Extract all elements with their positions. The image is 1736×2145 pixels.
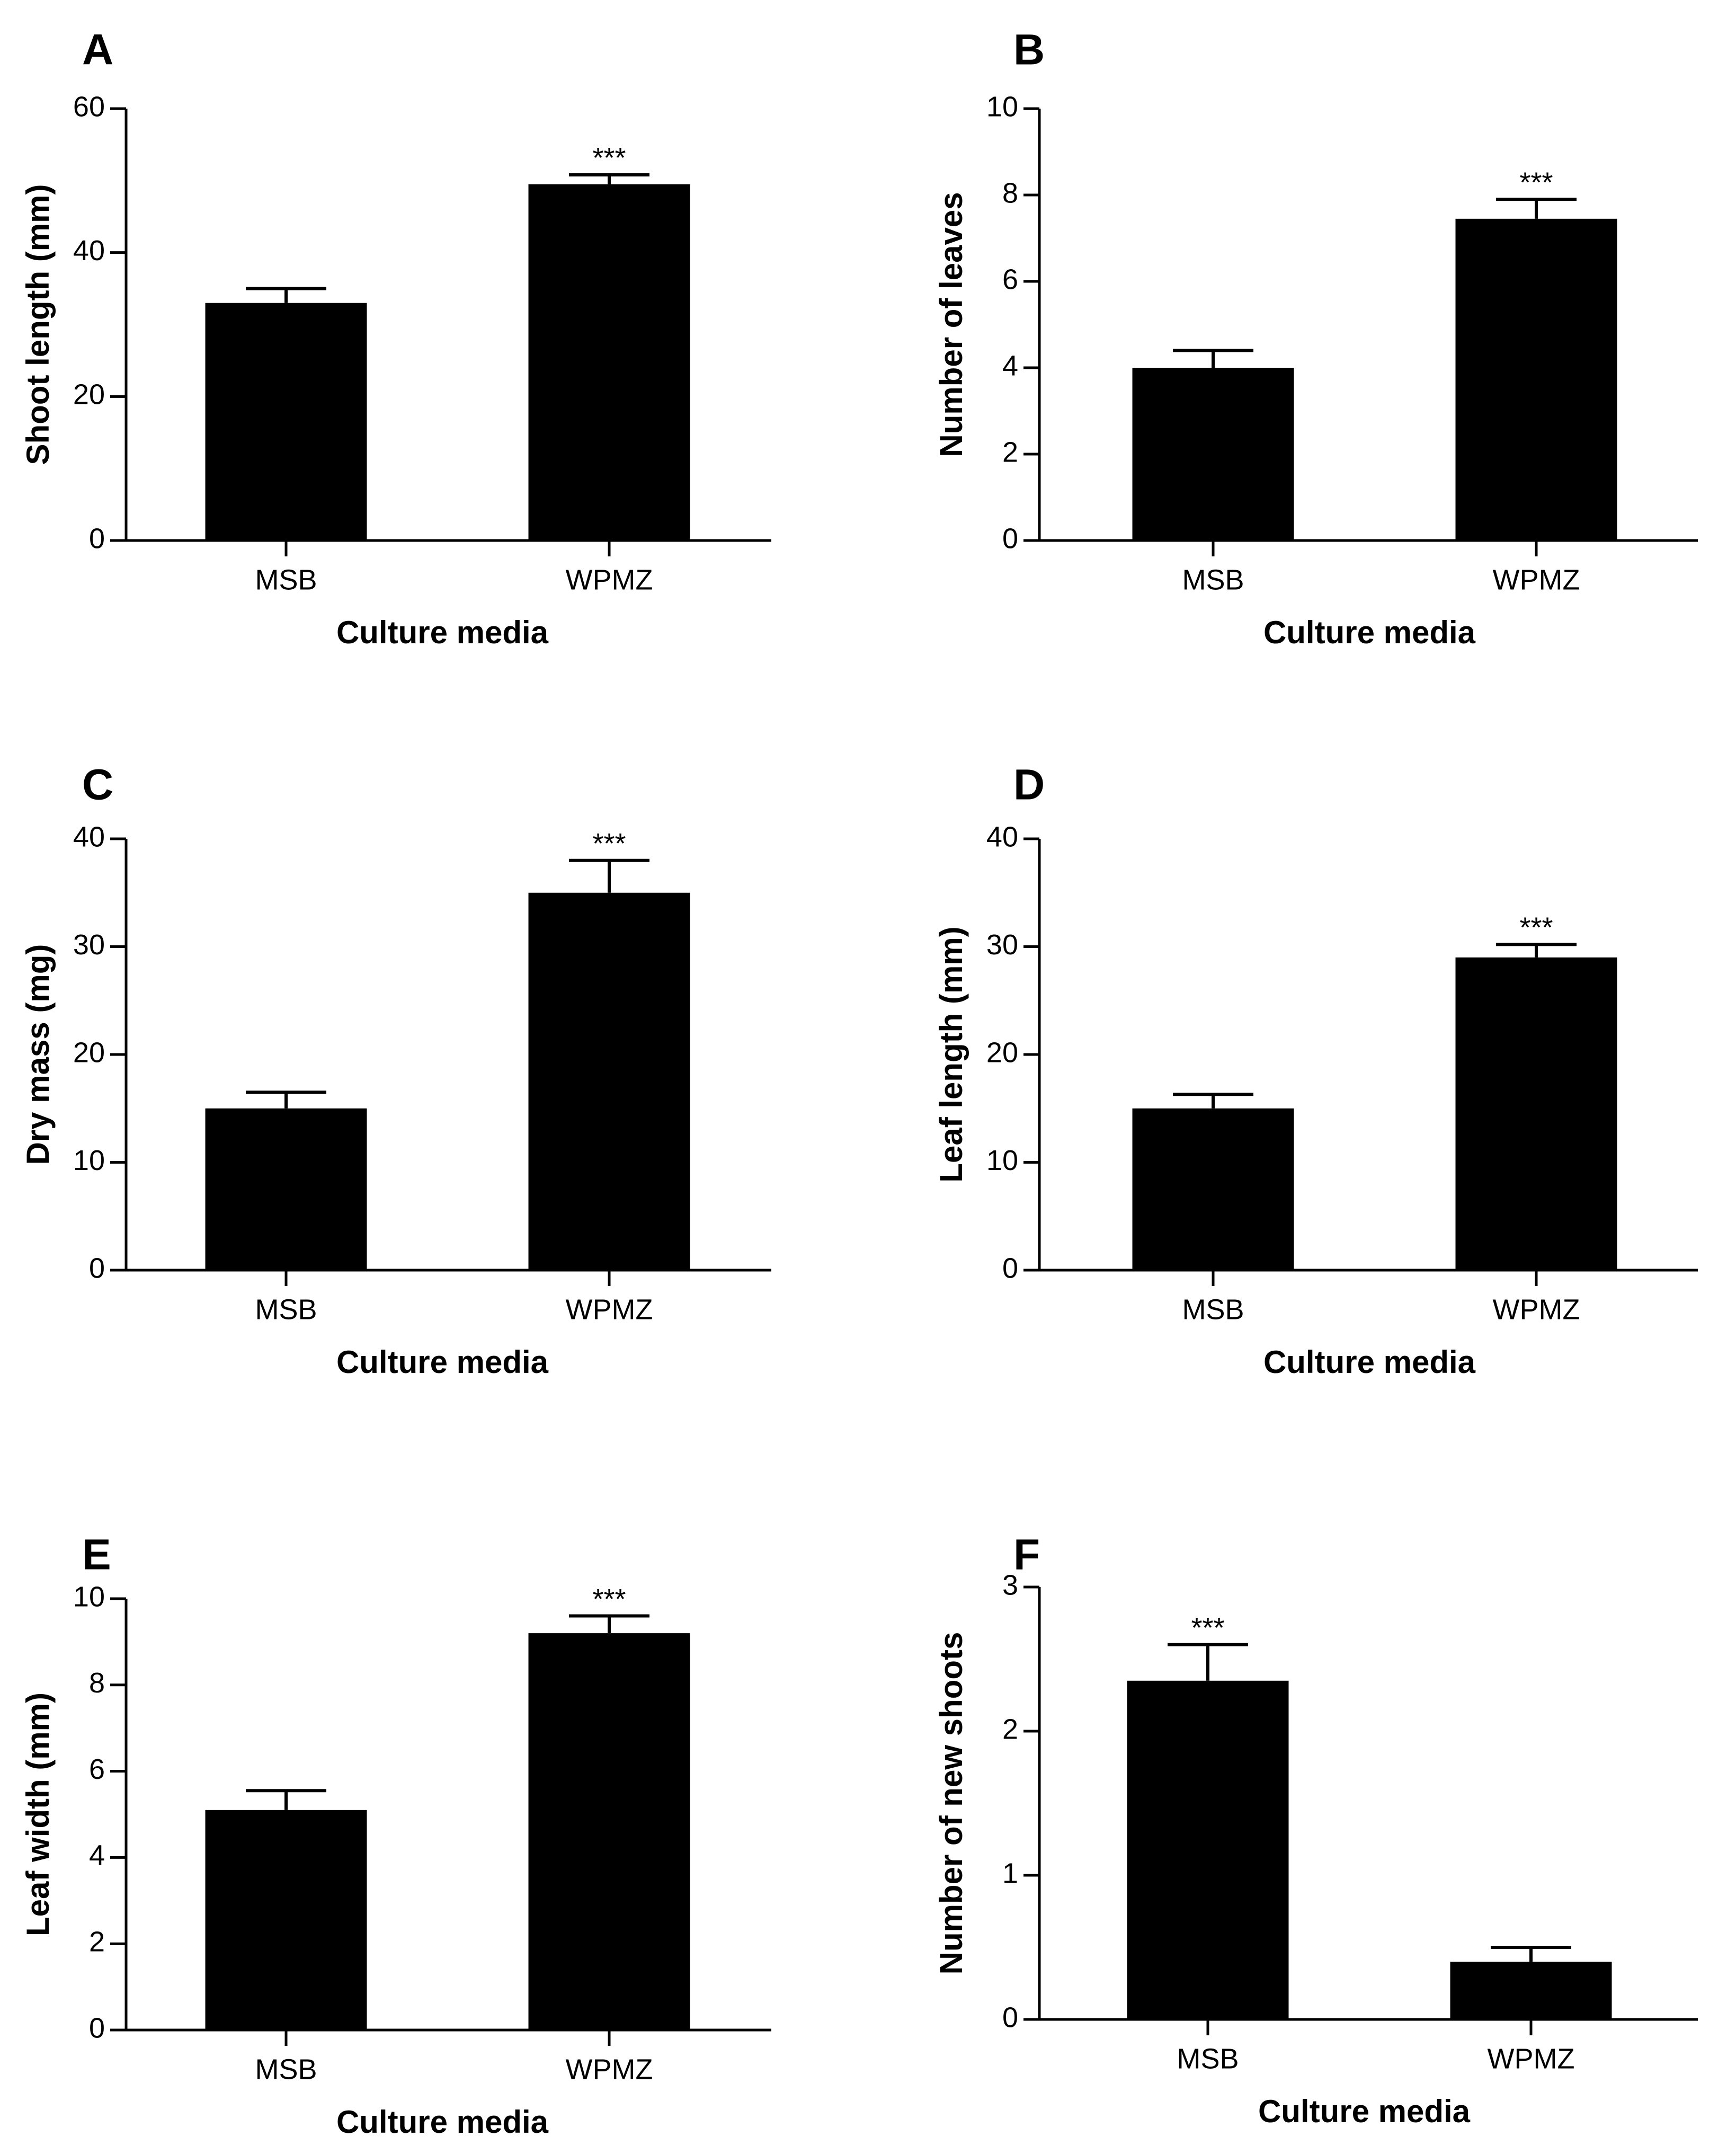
y-tick-label: 40 bbox=[73, 821, 105, 853]
x-axis-title: Culture media bbox=[336, 615, 549, 650]
x-axis-title: Culture media bbox=[336, 2104, 549, 2140]
y-tick-label: 10 bbox=[986, 91, 1018, 122]
y-tick-label: 0 bbox=[1002, 1252, 1018, 1284]
significance-label: *** bbox=[592, 1583, 626, 1615]
y-tick-label: 1 bbox=[1002, 1857, 1018, 1889]
y-tick-label: 4 bbox=[1002, 350, 1018, 382]
x-tick-label: MSB bbox=[255, 1293, 317, 1325]
bar bbox=[1132, 1108, 1294, 1270]
y-tick-label: 3 bbox=[1002, 1569, 1018, 1601]
bar bbox=[528, 892, 690, 1270]
bar bbox=[205, 303, 367, 540]
panel-letter: C bbox=[82, 761, 113, 809]
x-axis-title: Culture media bbox=[1263, 615, 1476, 650]
x-tick-label: MSB bbox=[1182, 564, 1244, 596]
bar bbox=[1127, 1680, 1289, 2019]
y-axis-title: Leaf width (mm) bbox=[20, 1692, 56, 1936]
chart-panel-f: F 0 1 2 3 MSB *** WPMZ Culture media Number of ne… bbox=[933, 1531, 1698, 2129]
significance-label: *** bbox=[1519, 166, 1553, 198]
panel-letter: B bbox=[1013, 26, 1045, 74]
x-tick-label: WPMZ bbox=[566, 564, 653, 596]
x-tick-label: MSB bbox=[1182, 1293, 1244, 1325]
y-tick-label: 10 bbox=[986, 1145, 1018, 1176]
x-tick-label: MSB bbox=[1177, 2043, 1239, 2075]
x-tick-label: WPMZ bbox=[566, 2053, 653, 2085]
chart-panel-b: B 0 2 4 6 8 10 MSB WPMZ *** Culture media Number of… bbox=[933, 26, 1698, 650]
x-tick-label: WPMZ bbox=[1493, 1293, 1580, 1325]
y-tick-label: 40 bbox=[986, 821, 1018, 853]
significance-label: *** bbox=[592, 142, 626, 174]
y-tick-label: 0 bbox=[89, 2012, 105, 2044]
x-tick-label: WPMZ bbox=[566, 1293, 653, 1325]
y-tick-label: 0 bbox=[1002, 522, 1018, 554]
bar bbox=[1455, 957, 1617, 1270]
y-tick-label: 10 bbox=[73, 1581, 105, 1612]
y-tick-label: 2 bbox=[1002, 436, 1018, 468]
x-tick-label: WPMZ bbox=[1488, 2043, 1575, 2075]
y-tick-label: 20 bbox=[73, 1036, 105, 1068]
panel-letter: F bbox=[1013, 1531, 1040, 1579]
y-tick-label: 4 bbox=[89, 1840, 105, 1872]
bar bbox=[1450, 1962, 1612, 2019]
bar bbox=[205, 1810, 367, 2030]
y-tick-label: 30 bbox=[73, 929, 105, 961]
y-tick-label: 30 bbox=[986, 929, 1018, 961]
y-axis-title: Leaf length (mm) bbox=[933, 926, 969, 1182]
y-axis-title: Dry mass (mg) bbox=[20, 944, 56, 1165]
y-tick-label: 0 bbox=[89, 1252, 105, 1284]
y-tick-label: 2 bbox=[89, 1926, 105, 1957]
x-tick-label: WPMZ bbox=[1493, 564, 1580, 596]
bar bbox=[1132, 368, 1294, 540]
x-axis-title: Culture media bbox=[1258, 2094, 1471, 2129]
y-tick-label: 60 bbox=[73, 91, 105, 122]
y-tick-label: 6 bbox=[89, 1753, 105, 1785]
y-tick-label: 40 bbox=[73, 235, 105, 267]
y-axis-title: Shoot length (mm) bbox=[20, 184, 56, 465]
y-tick-label: 8 bbox=[89, 1667, 105, 1699]
chart-panel-c: C 0 10 20 30 40 MSB WPMZ *** Culture media Dry mas… bbox=[20, 761, 771, 1380]
chart-panel-e: E 0 2 4 6 8 10 MSB WPMZ *** Culture media Leaf widt… bbox=[20, 1531, 771, 2140]
bar bbox=[205, 1108, 367, 1270]
significance-label: *** bbox=[592, 828, 626, 859]
x-axis-title: Culture media bbox=[336, 1344, 549, 1380]
x-axis-title: Culture media bbox=[1263, 1344, 1476, 1380]
y-tick-label: 2 bbox=[1002, 1713, 1018, 1745]
y-tick-label: 20 bbox=[986, 1036, 1018, 1068]
y-tick-label: 0 bbox=[1002, 2001, 1018, 2033]
x-tick-label: MSB bbox=[255, 564, 317, 596]
chart-panel-a: A 0 20 40 60 MSB WPMZ *** Culture media Shoot len… bbox=[20, 26, 771, 650]
panel-letter: D bbox=[1013, 761, 1045, 809]
y-axis-title: Number of leaves bbox=[933, 192, 969, 457]
bar bbox=[528, 184, 690, 540]
bar bbox=[1455, 218, 1617, 540]
x-tick-label: MSB bbox=[255, 2053, 317, 2085]
bar bbox=[528, 1633, 690, 2030]
y-tick-label: 20 bbox=[73, 379, 105, 411]
panel-letter: A bbox=[82, 26, 113, 74]
y-tick-label: 10 bbox=[73, 1145, 105, 1176]
y-tick-label: 6 bbox=[1002, 263, 1018, 295]
significance-label: *** bbox=[1191, 1612, 1224, 1644]
y-tick-label: 8 bbox=[1002, 177, 1018, 209]
panel-letter: E bbox=[82, 1531, 111, 1579]
significance-label: *** bbox=[1519, 912, 1553, 944]
chart-panel-d: D 0 10 20 30 40 MSB WPMZ *** Culture media Leaf le… bbox=[933, 761, 1698, 1380]
y-tick-label: 0 bbox=[89, 522, 105, 554]
y-axis-title: Number of new shoots bbox=[933, 1632, 969, 1975]
